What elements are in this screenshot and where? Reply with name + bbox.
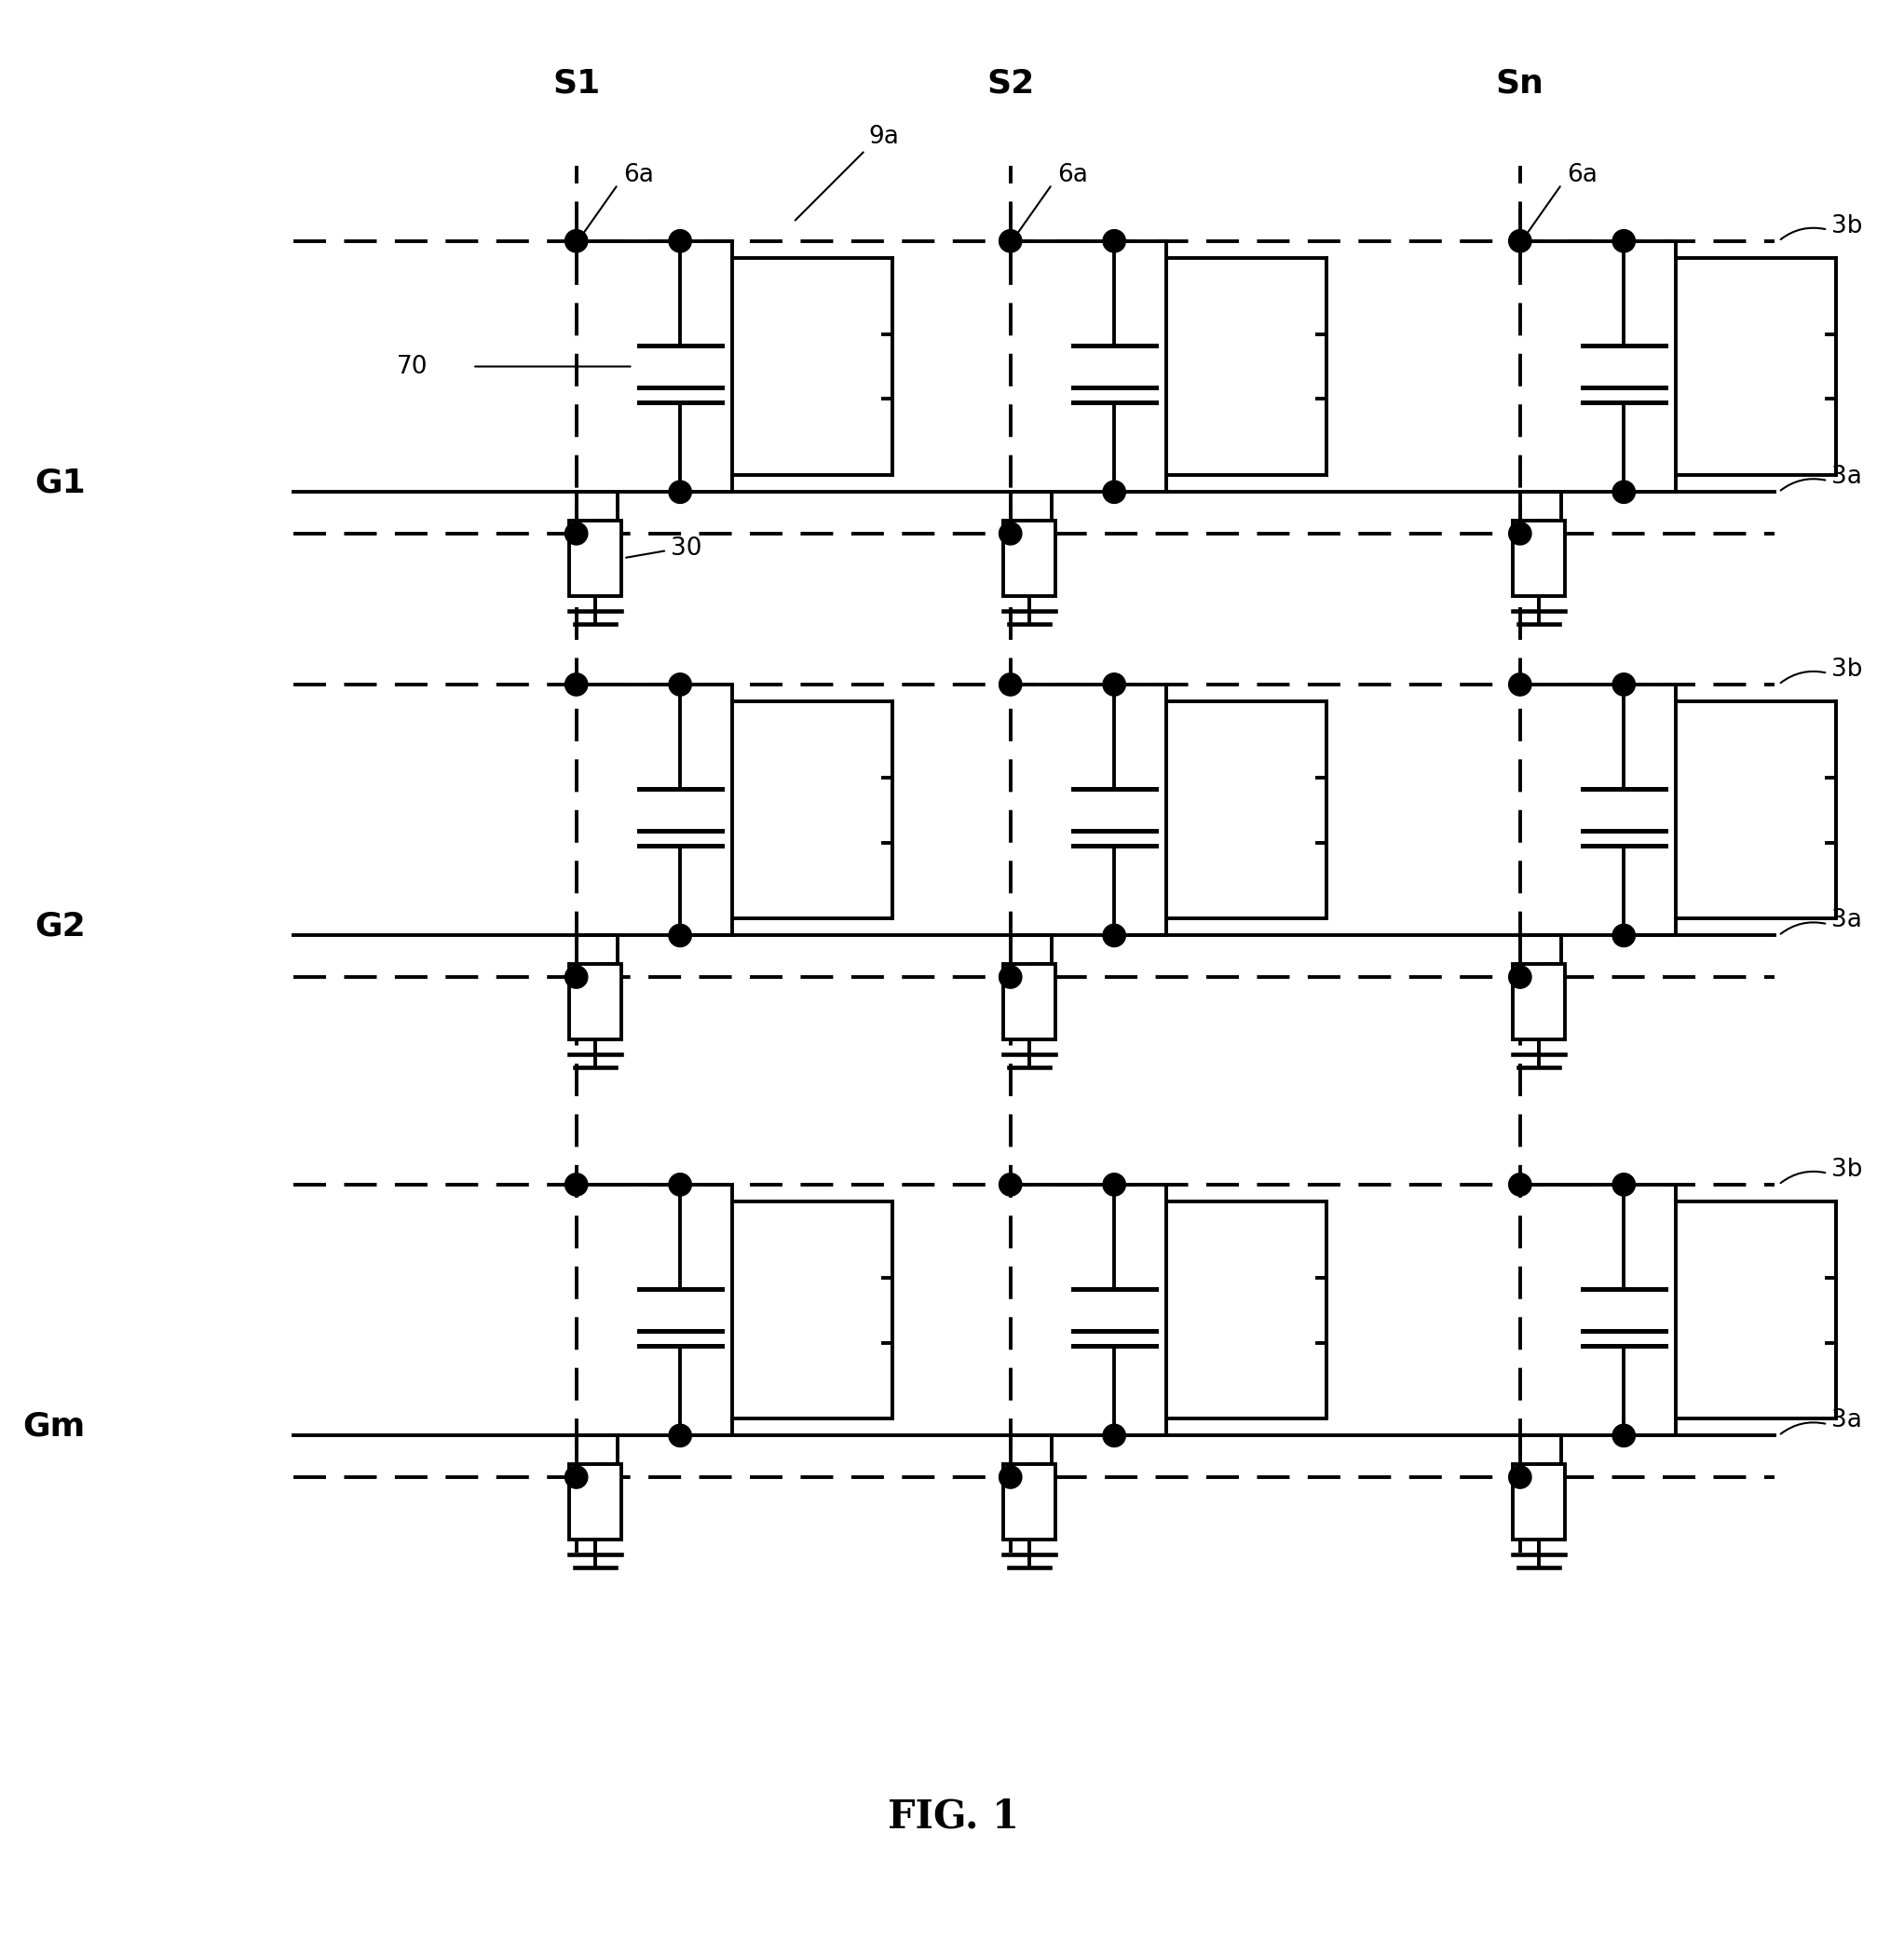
Circle shape: [565, 674, 588, 696]
Bar: [1512, 520, 1565, 596]
Bar: [1165, 258, 1327, 475]
Text: 3a: 3a: [1832, 465, 1862, 488]
Bar: [1165, 701, 1327, 918]
Text: S2: S2: [986, 68, 1034, 100]
Circle shape: [1508, 522, 1531, 545]
Text: S1: S1: [552, 68, 600, 100]
Circle shape: [1000, 522, 1022, 545]
Text: 3b: 3b: [1832, 657, 1862, 682]
Circle shape: [1613, 1172, 1636, 1196]
Bar: [569, 1464, 621, 1540]
Bar: [1003, 520, 1055, 596]
Bar: [1512, 963, 1565, 1040]
Circle shape: [1613, 231, 1636, 252]
Text: G1: G1: [34, 467, 86, 498]
Circle shape: [668, 1172, 691, 1196]
Bar: [1512, 1464, 1565, 1540]
Bar: [731, 701, 893, 918]
Text: 3b: 3b: [1832, 213, 1862, 238]
Circle shape: [1000, 1172, 1022, 1196]
Circle shape: [1000, 674, 1022, 696]
Bar: [569, 963, 621, 1040]
Circle shape: [1613, 674, 1636, 696]
Text: 9a: 9a: [868, 125, 899, 149]
Circle shape: [1102, 231, 1125, 252]
Circle shape: [668, 481, 691, 504]
Circle shape: [1613, 924, 1636, 948]
Bar: [1676, 701, 1835, 918]
Circle shape: [1508, 1466, 1531, 1489]
Circle shape: [1000, 1466, 1022, 1489]
Bar: [1676, 1202, 1835, 1419]
Circle shape: [565, 1172, 588, 1196]
Text: 3b: 3b: [1832, 1157, 1862, 1182]
Circle shape: [1102, 1424, 1125, 1446]
Text: FIG. 1: FIG. 1: [887, 1798, 1019, 1837]
Bar: [569, 520, 621, 596]
Text: 3a: 3a: [1832, 1409, 1862, 1432]
Circle shape: [668, 1424, 691, 1446]
Circle shape: [1102, 674, 1125, 696]
Circle shape: [1613, 481, 1636, 504]
Bar: [1003, 1464, 1055, 1540]
Circle shape: [1613, 1424, 1636, 1446]
Bar: [731, 258, 893, 475]
Text: 6a: 6a: [623, 162, 655, 188]
Bar: [1676, 258, 1835, 475]
Circle shape: [668, 231, 691, 252]
Bar: [1165, 1202, 1327, 1419]
Circle shape: [565, 965, 588, 989]
Circle shape: [668, 924, 691, 948]
Text: 6a: 6a: [1567, 162, 1597, 188]
Text: 6a: 6a: [1057, 162, 1089, 188]
Circle shape: [1000, 965, 1022, 989]
Circle shape: [1000, 231, 1022, 252]
Circle shape: [668, 674, 691, 696]
Circle shape: [1102, 1172, 1125, 1196]
Circle shape: [1508, 965, 1531, 989]
Text: Gm: Gm: [23, 1411, 86, 1442]
Circle shape: [565, 1466, 588, 1489]
Circle shape: [565, 231, 588, 252]
Circle shape: [1508, 674, 1531, 696]
Text: Sn: Sn: [1497, 68, 1544, 100]
Circle shape: [565, 522, 588, 545]
Text: 70: 70: [398, 354, 428, 379]
Circle shape: [1102, 481, 1125, 504]
Circle shape: [1508, 231, 1531, 252]
Text: G2: G2: [34, 911, 86, 942]
Bar: [1003, 963, 1055, 1040]
Circle shape: [1508, 1172, 1531, 1196]
Text: 30: 30: [670, 537, 703, 561]
Text: 3a: 3a: [1832, 909, 1862, 932]
Circle shape: [1102, 924, 1125, 948]
Bar: [731, 1202, 893, 1419]
